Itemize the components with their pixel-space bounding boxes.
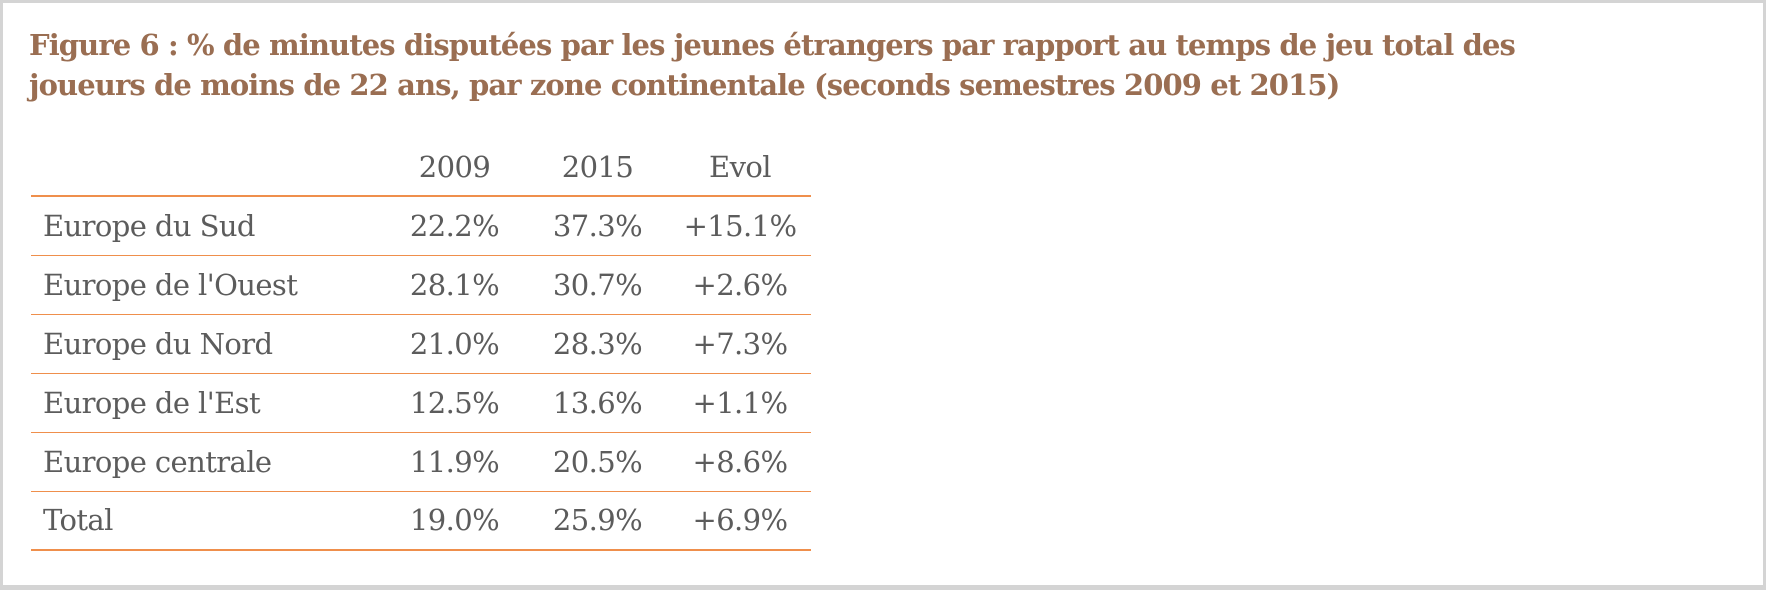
- table-row: Europe du Sud 22.2% 37.3% +15.1%: [31, 196, 811, 256]
- cell-2009: 28.1%: [383, 255, 526, 315]
- figure-title-line-2: joueurs de moins de 22 ans, par zone con…: [29, 68, 1340, 102]
- figure-title-line-1: Figure 6 : % de minutes disputées par le…: [29, 28, 1516, 62]
- header-zone: [31, 139, 383, 197]
- cell-2009: 22.2%: [383, 196, 526, 256]
- cell-zone: Europe du Sud: [31, 196, 383, 256]
- data-table: 2009 2015 Evol Europe du Sud 22.2% 37.3%…: [31, 139, 811, 551]
- cell-evol: +1.1%: [669, 373, 811, 433]
- cell-2009: 11.9%: [383, 432, 526, 492]
- cell-evol: +8.6%: [669, 432, 811, 492]
- cell-2009: 12.5%: [383, 373, 526, 433]
- table-row-total: Total 19.0% 25.9% +6.9%: [31, 491, 811, 551]
- header-2009: 2009: [383, 139, 526, 197]
- cell-2015: 28.3%: [526, 314, 669, 374]
- cell-2009: 21.0%: [383, 314, 526, 374]
- cell-evol: +15.1%: [669, 196, 811, 256]
- cell-2015: 25.9%: [526, 491, 669, 551]
- header-2015: 2015: [526, 139, 669, 197]
- cell-zone: Total: [31, 491, 383, 551]
- cell-2015: 37.3%: [526, 196, 669, 256]
- header-evol: Evol: [669, 139, 811, 197]
- cell-evol: +2.6%: [669, 255, 811, 315]
- cell-zone: Europe du Nord: [31, 314, 383, 374]
- cell-zone: Europe centrale: [31, 432, 383, 492]
- cell-2015: 20.5%: [526, 432, 669, 492]
- cell-2015: 13.6%: [526, 373, 669, 433]
- cell-evol: +7.3%: [669, 314, 811, 374]
- cell-evol: +6.9%: [669, 491, 811, 551]
- cell-zone: Europe de l'Ouest: [31, 255, 383, 315]
- cell-2009: 19.0%: [383, 491, 526, 551]
- table-header-row: 2009 2015 Evol: [31, 139, 811, 197]
- table-row: Europe de l'Est 12.5% 13.6% +1.1%: [31, 373, 811, 433]
- table-row: Europe de l'Ouest 28.1% 30.7% +2.6%: [31, 255, 811, 315]
- table-row: Europe centrale 11.9% 20.5% +8.6%: [31, 432, 811, 492]
- figure-title: Figure 6 : % de minutes disputées par le…: [29, 25, 1749, 105]
- cell-2015: 30.7%: [526, 255, 669, 315]
- table-row: Europe du Nord 21.0% 28.3% +7.3%: [31, 314, 811, 374]
- cell-zone: Europe de l'Est: [31, 373, 383, 433]
